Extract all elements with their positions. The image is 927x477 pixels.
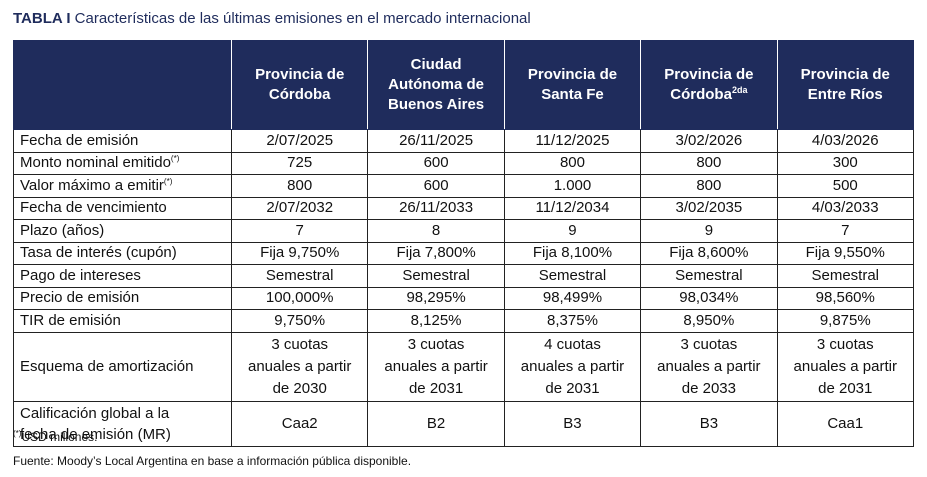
table-cell: 8 [367,219,505,243]
row-label: TIR de emisión [13,309,232,333]
table-cell: 3 cuotas anuales a partir de 2033 [640,331,778,402]
table-cell: 7 [230,219,369,243]
table-cell: 9,750% [230,309,369,333]
table-row: Tasa de interés (cupón) Fija 9,750% Fija 7… [13,241,914,265]
table-cell: 3 cuotas anuales a partir de 2031 [367,331,505,402]
table-cell: 3 cuotas anuales a partir de 2031 [776,331,914,402]
emissions-table: Provincia de Córdoba Ciudad Autónoma de … [13,40,914,447]
table-cell: 800 [640,151,778,175]
table-cell: 8,125% [367,309,505,333]
table-cell: 2/07/2032 [230,196,369,220]
row-label-superscript: (*) [170,154,180,164]
column-header: Ciudad Autónoma de Buenos Aires [367,40,505,130]
column-header: Provincia de Córdoba [230,40,369,130]
table-cell: 500 [776,174,914,198]
table-cell: B3 [503,400,642,447]
table-row: Plazo (años) 7 8 9 9 7 [13,219,914,243]
table-cell: Fija 8,600% [640,241,778,265]
table-cell: 11/12/2025 [503,129,642,153]
table-cell: 4 cuotas anuales a partir de 2031 [503,331,642,402]
table-cell: Fija 9,550% [776,241,914,265]
table-row: Calificación global a la fecha de emisión… [13,400,914,447]
table-cell: 26/11/2025 [367,129,505,153]
table-cell: 8,375% [503,309,642,333]
table-cell: 1.000 [503,174,642,198]
table-cell: 2/07/2025 [230,129,369,153]
table-cell: Fija 9,750% [230,241,369,265]
table-cell: 9 [640,219,778,243]
table-cell: 9 [503,219,642,243]
column-header: Provincia de Santa Fe [503,40,642,130]
footnote-marker: (*) [13,429,22,438]
row-label: Esquema de amortización [13,331,232,402]
table-row: Valor máximo a emitir(*) 800 600 1.000 800 50… [13,174,914,198]
row-label: Tasa de interés (cupón) [13,241,232,265]
table-cell: 600 [367,174,505,198]
table-cell: 26/11/2033 [367,196,505,220]
table-row: Monto nominal emitido(*) 725 600 800 800 300 [13,151,914,175]
header-row: Provincia de Córdoba Ciudad Autónoma de … [13,40,914,130]
row-label: Fecha de emisión [13,129,232,153]
row-label: Calificación global a la fecha de emisión… [13,400,232,447]
table-row: Pago de intereses Semestral Semestral Semes… [13,264,914,288]
footnote: (*)USD millones. [13,430,97,445]
table-row: Esquema de amortización 3 cuotas anuales a… [13,331,914,402]
table-cell: 98,034% [640,286,778,310]
table-cell: 4/03/2033 [776,196,914,220]
table-cell: 725 [230,151,369,175]
table-cell: 3/02/2035 [640,196,778,220]
table-cell: 11/12/2034 [503,196,642,220]
table-cell: 100,000% [230,286,369,310]
table-cell: B3 [640,400,778,447]
column-header: Provincia de Entre Ríos [776,40,914,130]
table-cell: Semestral [776,264,914,288]
row-label: Fecha de vencimiento [13,196,232,220]
table-cell: Fija 7,800% [367,241,505,265]
table-cell: Semestral [230,264,369,288]
table-cell: Fija 8,100% [503,241,642,265]
table-row: TIR de emisión 9,750% 8,125% 8,375% 8,950% 9,… [13,309,914,333]
table-cell: 98,560% [776,286,914,310]
table-row: Fecha de emisión 2/07/2025 26/11/2025 11/12… [13,129,914,153]
row-label: Monto nominal emitido(*) [13,151,232,175]
table-cell: B2 [367,400,505,447]
table-cell: 800 [503,151,642,175]
row-label: Pago de intereses [13,264,232,288]
table-cell: Caa1 [776,400,914,447]
table-row: Precio de emisión 100,000% 98,295% 98,499% 9… [13,286,914,310]
table-tag: TABLA I [13,10,71,27]
table-cell: 600 [367,151,505,175]
table-title-text: Características de las últimas emisiones… [74,10,531,27]
table-cell: 8,950% [640,309,778,333]
table-cell: 800 [640,174,778,198]
table-cell: Caa2 [230,400,369,447]
table-cell: 9,875% [776,309,914,333]
table-cell: 7 [776,219,914,243]
table-title: TABLA I Características de las últimas e… [13,9,531,29]
table-cell: 300 [776,151,914,175]
table-cell: Semestral [503,264,642,288]
row-label: Valor máximo a emitir(*) [13,174,232,198]
table-cell: 800 [230,174,369,198]
row-label-superscript: (*) [163,176,173,186]
table-cell: Semestral [367,264,505,288]
header-superscript: 2da [731,85,748,95]
column-header: Provincia de Córdoba2da [640,40,778,130]
table-cell: Semestral [640,264,778,288]
table-cell: 4/03/2026 [776,129,914,153]
footnote-text: USD millones. [21,430,98,444]
table-cell: 98,295% [367,286,505,310]
row-label: Plazo (años) [13,219,232,243]
table-cell: 3/02/2026 [640,129,778,153]
row-label: Precio de emisión [13,286,232,310]
table-cell: 3 cuotas anuales a partir de 2030 [230,331,369,402]
header-corner [13,40,232,130]
table-row: Fecha de vencimiento 2/07/2032 26/11/2033 1… [13,196,914,220]
source-note: Fuente: Moody’s Local Argentina en base … [13,454,412,468]
table-cell: 98,499% [503,286,642,310]
